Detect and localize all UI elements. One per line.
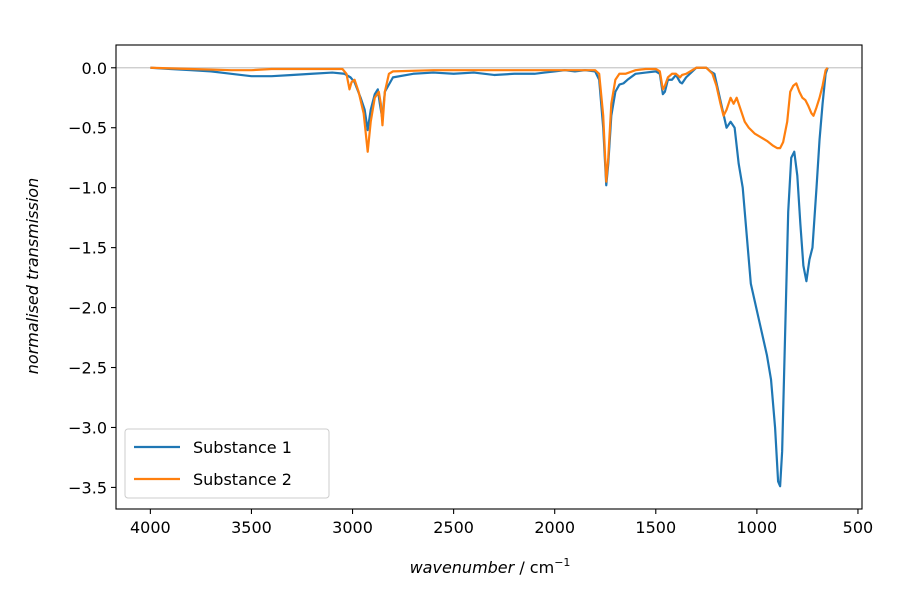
plot-frame <box>115 44 863 510</box>
x-tick-label: 1500 <box>635 518 676 537</box>
series-line-1 <box>150 66 829 488</box>
x-tick-label: 1000 <box>737 518 778 537</box>
y-tick-label: 0.0 <box>82 59 107 78</box>
y-axis-label: normalised transmission <box>23 178 42 374</box>
legend-label-substance-2: Substance 2 <box>193 470 292 489</box>
x-tick-label: 4000 <box>130 518 171 537</box>
y-tick-label: −2.5 <box>68 359 107 378</box>
x-tick-label: 500 <box>843 518 874 537</box>
series-line-2 <box>150 66 829 183</box>
y-tick-label: −3.0 <box>68 418 107 437</box>
y-tick-label: −1.5 <box>68 239 107 258</box>
x-tick-label: 2500 <box>433 518 474 537</box>
x-tick-label: 2000 <box>534 518 575 537</box>
legend: Substance 1 Substance 2 <box>124 428 330 499</box>
x-axis-label: wavenumber / cm−1 <box>410 556 571 577</box>
y-tick-label: −0.5 <box>68 119 107 138</box>
y-tick-label: −3.5 <box>68 478 107 497</box>
y-tick-label: −1.0 <box>68 179 107 198</box>
axis-ticks: 4000 3500 3000 2500 2000 1500 1000 500 0.0 −0.5 −1… <box>68 59 873 537</box>
x-tick-label: 3000 <box>332 518 373 537</box>
y-tick-label: −2.0 <box>68 299 107 318</box>
plot-area <box>115 44 863 510</box>
legend-label-substance-1: Substance 1 <box>193 438 292 457</box>
x-tick-label: 3500 <box>231 518 272 537</box>
